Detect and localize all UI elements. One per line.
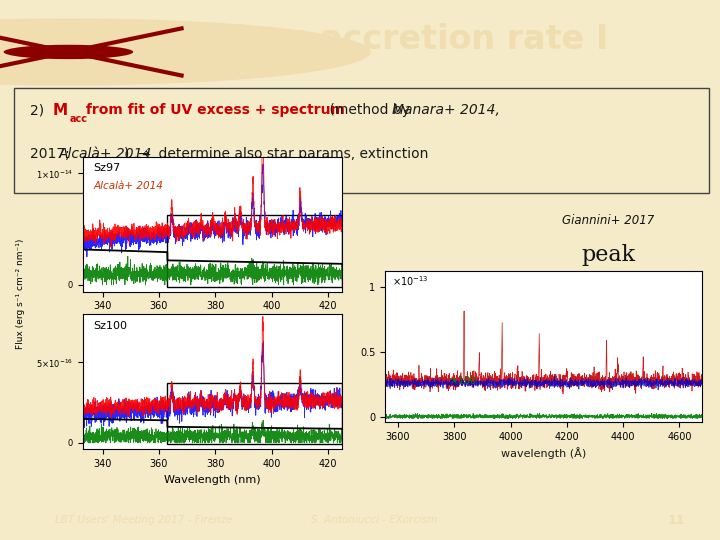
- Bar: [167, 214, 342, 287]
- Circle shape: [4, 45, 133, 59]
- Text: (method by: (method by: [325, 103, 415, 117]
- Text: 11: 11: [668, 514, 685, 526]
- Text: S. Antoniucci - EXorcism: S. Antoniucci - EXorcism: [311, 515, 438, 525]
- Text: $\times100$: $\times100$: [449, 374, 477, 387]
- Text: Mass accretion rate I: Mass accretion rate I: [212, 23, 608, 57]
- FancyBboxPatch shape: [14, 89, 709, 193]
- Text: Giannini+ 2017: Giannini+ 2017: [562, 214, 654, 227]
- Circle shape: [0, 18, 371, 85]
- Text: M: M: [53, 103, 68, 118]
- Text: LBT Users' Meeting 2017 - Firenze: LBT Users' Meeting 2017 - Firenze: [55, 515, 233, 525]
- Text: Sz100: Sz100: [93, 321, 127, 331]
- X-axis label: Wavelength (nm): Wavelength (nm): [164, 475, 261, 484]
- Text: Sz97: Sz97: [93, 163, 120, 173]
- Text: 2017;: 2017;: [30, 147, 74, 161]
- Text: )  →  determine also star params, extinction: ) → determine also star params, extincti…: [124, 147, 428, 161]
- Text: from fit of UV excess + spectrum: from fit of UV excess + spectrum: [81, 103, 345, 117]
- Text: Alcalà+ 2014: Alcalà+ 2014: [93, 181, 163, 191]
- Text: Manara+ 2014,: Manara+ 2014,: [392, 103, 500, 117]
- Text: acc: acc: [70, 113, 88, 124]
- Bar: [167, 383, 342, 444]
- Text: Flux (erg s⁻¹ cm⁻² nm⁻¹): Flux (erg s⁻¹ cm⁻² nm⁻¹): [16, 239, 25, 349]
- Text: Alcalà+ 2014: Alcalà+ 2014: [59, 147, 153, 161]
- Text: 2): 2): [30, 103, 53, 117]
- Text: peak: peak: [581, 244, 636, 266]
- X-axis label: wavelength (Å): wavelength (Å): [501, 448, 586, 460]
- Text: $\times10^{-13}$: $\times10^{-13}$: [392, 274, 428, 288]
